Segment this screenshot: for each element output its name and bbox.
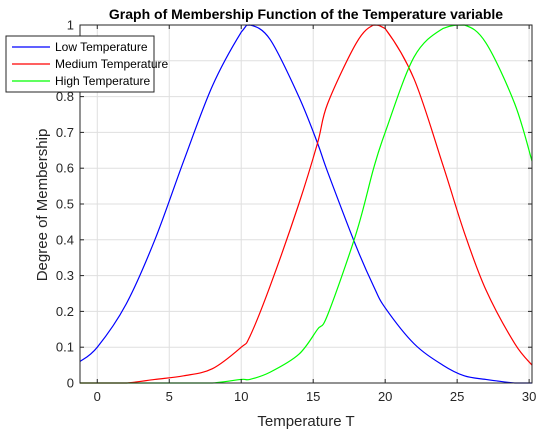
y-tick-label: 0 (67, 376, 74, 391)
y-axis-label: Degree of Membership (34, 129, 51, 282)
x-tick-label: 30 (522, 389, 536, 404)
y-tick-label: 0.7 (56, 125, 74, 140)
y-tick-label: 0.6 (56, 161, 74, 176)
y-tick-label: 0.2 (56, 304, 74, 319)
series-line-low-temperature (79, 24, 532, 384)
x-tick-label: 10 (234, 389, 248, 404)
y-tick-label: 0.4 (56, 232, 74, 247)
y-tick-label: 0.5 (56, 197, 74, 212)
x-tick-label: 25 (450, 389, 464, 404)
x-axis-label: Temperature T (257, 413, 354, 430)
x-tick-label: 15 (306, 389, 320, 404)
legend: Low Temperature Medium Temperature High … (5, 35, 168, 93)
y-tick-label: 0.1 (56, 340, 74, 355)
chart-title: Graph of Membership Function of the Temp… (109, 6, 503, 22)
legend-label-low: Low Temperature (55, 40, 148, 54)
y-tick-label: 0.3 (56, 268, 74, 283)
x-tick-label: 20 (378, 389, 392, 404)
series-line-medium-temperature (80, 24, 533, 384)
x-tick-label: 0 (94, 389, 101, 404)
legend-label-high: High Temperature (55, 74, 150, 88)
x-tick-label: 5 (166, 389, 173, 404)
legend-label-medium: Medium Temperature (55, 57, 168, 71)
axis-ticks: 05101520253000.10.20.30.40.50.60.70.80.9… (56, 18, 536, 405)
y-tick-label: 1 (67, 18, 74, 33)
y-tick-label: 0.8 (56, 89, 74, 104)
